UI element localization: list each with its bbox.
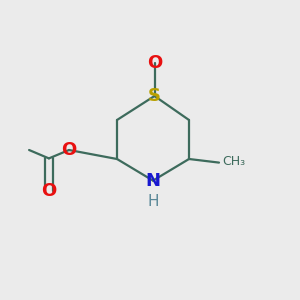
Text: O: O <box>61 141 76 159</box>
Text: O: O <box>147 54 162 72</box>
Text: CH₃: CH₃ <box>223 154 246 168</box>
Text: O: O <box>41 182 56 200</box>
Text: N: N <box>146 172 160 190</box>
Text: H: H <box>147 194 159 208</box>
Text: S: S <box>148 87 161 105</box>
